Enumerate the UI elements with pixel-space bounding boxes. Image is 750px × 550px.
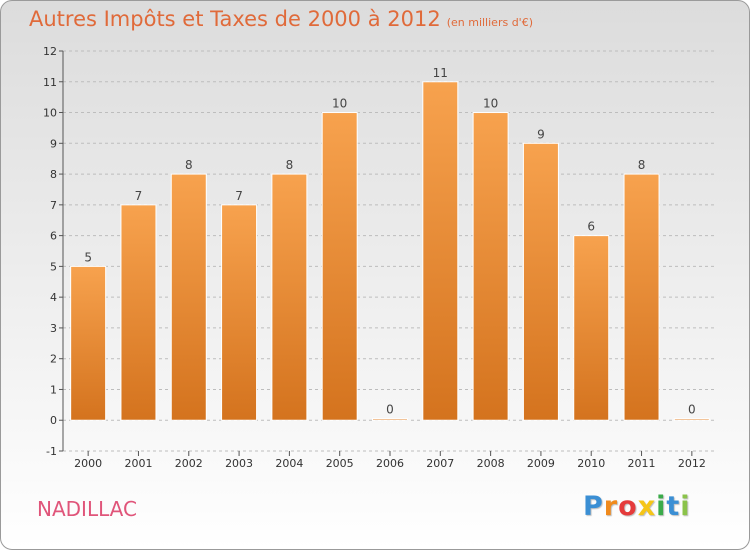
- x-tick-label-2005: 2005: [326, 457, 354, 470]
- chart-title: Autres Impôts et Taxes de 2000 à 2012 (en…: [29, 7, 533, 31]
- x-tick-label-2012: 2012: [678, 457, 706, 470]
- value-label-2004: 8: [286, 158, 294, 172]
- bar-2007[interactable]: [422, 81, 459, 421]
- x-tick-label-2001: 2001: [124, 457, 152, 470]
- y-tick-label: 7: [50, 199, 57, 212]
- value-label-2007: 11: [433, 66, 448, 80]
- x-tick-label-2006: 2006: [376, 457, 404, 470]
- chart-title-text: Autres Impôts et Taxes de 2000 à 2012: [29, 7, 441, 31]
- value-label-2000: 5: [84, 250, 92, 264]
- logo-letter: i: [656, 491, 667, 522]
- bar-2005[interactable]: [321, 112, 358, 421]
- bar-2003[interactable]: [221, 204, 258, 421]
- x-tick-label-2000: 2000: [74, 457, 102, 470]
- y-tick-label: 12: [43, 45, 57, 58]
- logo-letter: r: [603, 491, 619, 522]
- bar-2010[interactable]: [573, 235, 610, 421]
- y-tick-label: 3: [50, 322, 57, 335]
- label-layer: 5 7 8 7 8 10 0 11 10 9 6 8 0: [84, 66, 695, 417]
- y-tick-label: 0: [50, 414, 57, 427]
- bar-2011[interactable]: [623, 173, 660, 421]
- bar-layer: [70, 81, 710, 421]
- x-tick-label-2007: 2007: [426, 457, 454, 470]
- value-label-2011: 8: [638, 158, 646, 172]
- logo-letter: P: [583, 491, 604, 522]
- value-label-2003: 7: [235, 189, 243, 203]
- x-tick-label-2011: 2011: [628, 457, 656, 470]
- y-tick-label: 9: [50, 137, 57, 150]
- logo-letter: x: [637, 491, 657, 522]
- bar-2006[interactable]: [372, 418, 408, 421]
- y-tick-label: 2: [50, 353, 57, 366]
- x-tick-label-2009: 2009: [527, 457, 555, 470]
- value-label-2012: 0: [688, 403, 696, 417]
- value-label-2005: 10: [332, 97, 347, 111]
- value-label-2008: 10: [483, 97, 498, 111]
- y-tick-label: -1: [46, 445, 57, 458]
- bar-2002[interactable]: [170, 173, 207, 421]
- value-label-2009: 9: [537, 127, 545, 141]
- value-label-2002: 8: [185, 158, 193, 172]
- x-tick-label-2002: 2002: [175, 457, 203, 470]
- bar-2012[interactable]: [673, 418, 710, 421]
- y-tick-label: 1: [50, 383, 57, 396]
- x-tick-label-2010: 2010: [577, 457, 605, 470]
- grid-layer: [63, 50, 717, 452]
- value-label-2006: 0: [386, 403, 394, 417]
- value-label-2001: 7: [135, 189, 143, 203]
- bar-2008[interactable]: [472, 112, 509, 421]
- logo-letter: t: [666, 491, 681, 522]
- bar-2004[interactable]: [271, 173, 308, 421]
- y-tick-label: 10: [43, 107, 57, 120]
- y-tick-label: 11: [43, 76, 57, 89]
- logo-letter: o: [618, 491, 638, 522]
- commune-name: NADILLAC: [37, 497, 137, 521]
- x-tick-label-2008: 2008: [477, 457, 505, 470]
- bar-2000[interactable]: [70, 265, 107, 421]
- x-tick-label-2003: 2003: [225, 457, 253, 470]
- chart-unit: (en milliers d'€): [446, 16, 533, 29]
- proxiti-logo[interactable]: Proxiti: [583, 491, 691, 522]
- y-tick-label: 6: [50, 230, 57, 243]
- y-tick-label: 5: [50, 260, 57, 273]
- x-tick-label-2004: 2004: [275, 457, 303, 470]
- y-tick-label: 4: [50, 291, 57, 304]
- value-label-2010: 6: [587, 220, 595, 234]
- y-tick-label: 8: [50, 168, 57, 181]
- logo-letter: i: [680, 491, 691, 522]
- bar-2009[interactable]: [522, 142, 559, 421]
- bar-2001[interactable]: [120, 204, 157, 421]
